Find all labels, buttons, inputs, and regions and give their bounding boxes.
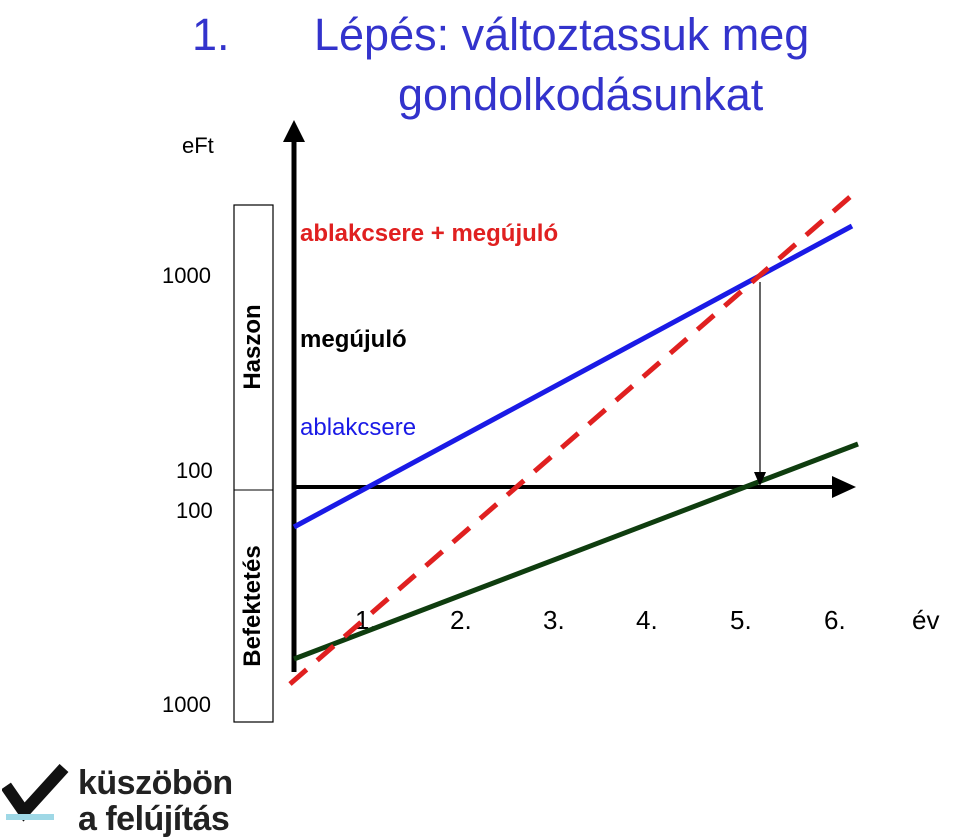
x-tick-label-3: 3. bbox=[543, 605, 565, 635]
series-line-ablakcsere-megujulo bbox=[288, 188, 860, 686]
logo-text-line-1: küszöbön bbox=[78, 764, 233, 802]
y-tick-label-100-upper: 100 bbox=[176, 458, 213, 483]
title-line-2: gondolkodásunkat bbox=[398, 69, 764, 120]
y-tick-label-1000-bottom: 1000 bbox=[162, 692, 211, 717]
logo-accent-bar bbox=[6, 814, 54, 820]
y-axis-unit-label: eFt bbox=[182, 133, 214, 158]
x-tick-label-1: 1. bbox=[355, 605, 377, 635]
x-axis-arrow bbox=[832, 476, 856, 498]
x-tick-label-4: 4. bbox=[636, 605, 658, 635]
y-axis-arrow bbox=[283, 120, 305, 142]
logo-text-line-2: a felújítás bbox=[78, 800, 230, 838]
x-tick-label-5: 5. bbox=[730, 605, 752, 635]
y-tick-label-1000-top: 1000 bbox=[162, 263, 211, 288]
series-label-ablakcsere: ablakcsere bbox=[300, 414, 417, 441]
bracket-box bbox=[233, 204, 274, 723]
title-number: 1. bbox=[192, 9, 230, 60]
x-tick-label-6: 6. bbox=[824, 605, 846, 635]
x-tick-label-2: 2. bbox=[450, 605, 472, 635]
y-tick-label-100-lower: 100 bbox=[176, 498, 213, 523]
title-line-1: Lépés: változtassuk meg bbox=[314, 9, 810, 60]
payback-indicator-arrow bbox=[754, 472, 766, 486]
checkmark-logo-icon bbox=[2, 764, 69, 822]
x-axis-label: év bbox=[912, 605, 940, 635]
series-line-ablakcsere bbox=[293, 441, 859, 662]
series-label-ablakcsere-megujulo: ablakcsere + megújuló bbox=[300, 220, 559, 247]
logo: küszöbön a felújítás bbox=[0, 760, 240, 839]
series-label-megujulo: megújuló bbox=[300, 326, 407, 353]
